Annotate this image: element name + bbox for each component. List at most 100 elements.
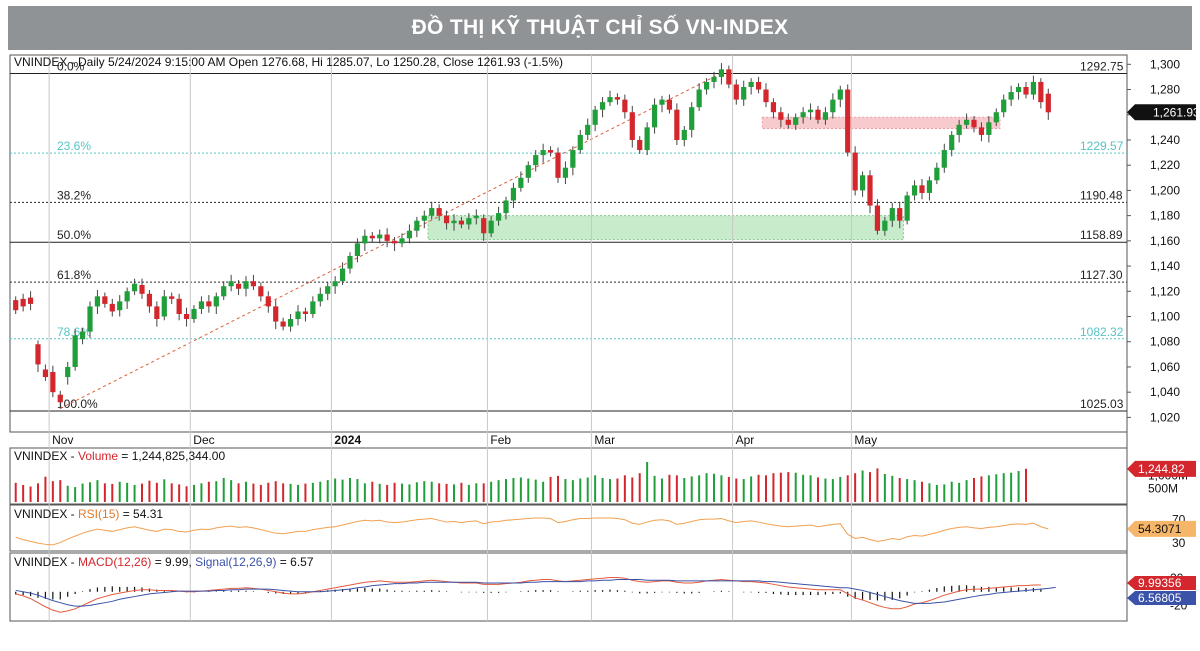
price-panel-frame (9, 54, 1128, 433)
price-tick-label: 1,280 (1150, 83, 1180, 97)
candle-body (599, 102, 606, 110)
fib-level-label: 100.0% (57, 397, 98, 411)
candle-body (971, 119, 977, 128)
candle-body (139, 284, 145, 294)
candle-body (27, 297, 34, 304)
candle-body (1023, 87, 1029, 95)
candle-body (221, 286, 227, 297)
candle-body (570, 150, 576, 168)
candle-body (882, 220, 888, 231)
candle-body (94, 296, 101, 307)
candle-body (391, 240, 398, 244)
rsi-label-prefix: VNINDEX - (14, 507, 78, 521)
candle-body (1045, 93, 1051, 113)
signal-line (15, 579, 1056, 607)
candle-body (607, 97, 613, 103)
candle-body (889, 208, 895, 221)
candle-body (874, 205, 881, 231)
price-tick-label: 1,140 (1150, 259, 1180, 273)
candle-body (1015, 87, 1022, 93)
candle-body (273, 306, 279, 322)
price-tick-label: 1,040 (1150, 385, 1180, 399)
candle-body (369, 235, 375, 239)
chart-banner-title: ĐỒ THỊ KỸ THUẬT CHỈ SỐ VN-INDEX (8, 6, 1192, 50)
x-axis-label: May (854, 433, 877, 447)
candle-body (429, 208, 435, 216)
candle-body (258, 286, 264, 297)
candle-body (280, 321, 286, 327)
candle-body (733, 84, 739, 100)
candle-body (332, 281, 338, 287)
x-axis-label: Mar (594, 433, 615, 447)
fib-value-label: 1158.89 (1080, 228, 1123, 242)
candle-body (956, 124, 962, 135)
candle-body (466, 218, 472, 225)
candle-body (1030, 81, 1037, 95)
last-close-tag (1127, 104, 1196, 121)
candle-body (525, 165, 531, 178)
candle-body (934, 167, 940, 181)
candle-body (867, 175, 873, 206)
rsi-label-name: RSI(15) (78, 507, 119, 521)
candle-body (763, 89, 769, 103)
candle-body (540, 150, 546, 156)
candle-body (949, 134, 955, 151)
candle-body (919, 185, 925, 193)
price-tick-label: 1,060 (1150, 360, 1180, 374)
candle-body (495, 213, 502, 221)
candle-body (57, 394, 63, 403)
signal-last-label: 6.56805 (1138, 591, 1182, 605)
candle-body (592, 109, 598, 125)
volume-label-prefix: VNINDEX - (14, 449, 78, 463)
volume-tick-label: 500M (1148, 482, 1178, 496)
candle-body (124, 291, 130, 302)
candle-body (13, 300, 19, 311)
candle-body (1001, 99, 1007, 113)
signal-label-value: = 6.57 (276, 555, 313, 569)
rsi-last-label: 54.3071 (1138, 522, 1182, 536)
candle-body (897, 208, 903, 221)
candle-body (986, 122, 992, 135)
candle-body (443, 215, 450, 224)
price-tick-label: 1,080 (1150, 335, 1180, 349)
fib-value-label: 1082.32 (1080, 325, 1124, 339)
fib-level-label: 0.0% (57, 59, 85, 73)
x-axis-label: 2024 (334, 433, 361, 447)
candle-body (213, 296, 219, 307)
candle-body (800, 112, 806, 118)
candle-body (295, 311, 301, 320)
price-tick-label: 1,220 (1150, 158, 1180, 172)
candle-body (235, 283, 242, 289)
candle-body (250, 281, 257, 287)
candle-body (533, 155, 539, 166)
candle-body (748, 81, 754, 88)
candle-body (845, 89, 851, 153)
volume-panel-header: VNINDEX - Volume = 1,244,825,344.00 (14, 449, 225, 463)
candle-body (629, 112, 635, 140)
candle-body (161, 296, 167, 317)
candle-body (510, 187, 517, 201)
candle-body (785, 119, 791, 125)
macd-last-label: 9.99356 (1138, 576, 1182, 590)
candle-body (339, 268, 346, 282)
candle-body (458, 220, 465, 225)
candle-body (518, 177, 524, 188)
candle-body (72, 335, 78, 367)
candle-body (481, 218, 487, 234)
candle-body (436, 208, 442, 216)
candle-body (287, 319, 294, 327)
candle-body (674, 109, 680, 140)
candle-body (577, 134, 583, 151)
candle-body (414, 220, 420, 231)
candle-body (807, 109, 814, 113)
candle-body (503, 200, 509, 214)
candle-body (926, 180, 933, 193)
candle-body (1008, 92, 1014, 100)
price-tick-label: 1,180 (1150, 209, 1180, 223)
candle-body (362, 235, 368, 244)
candle-body (562, 167, 569, 178)
rsi-line (15, 517, 1049, 546)
candle-body (993, 112, 999, 123)
price-tick-label: 1,100 (1150, 310, 1180, 324)
fib-level-label: 38.2% (57, 188, 91, 202)
